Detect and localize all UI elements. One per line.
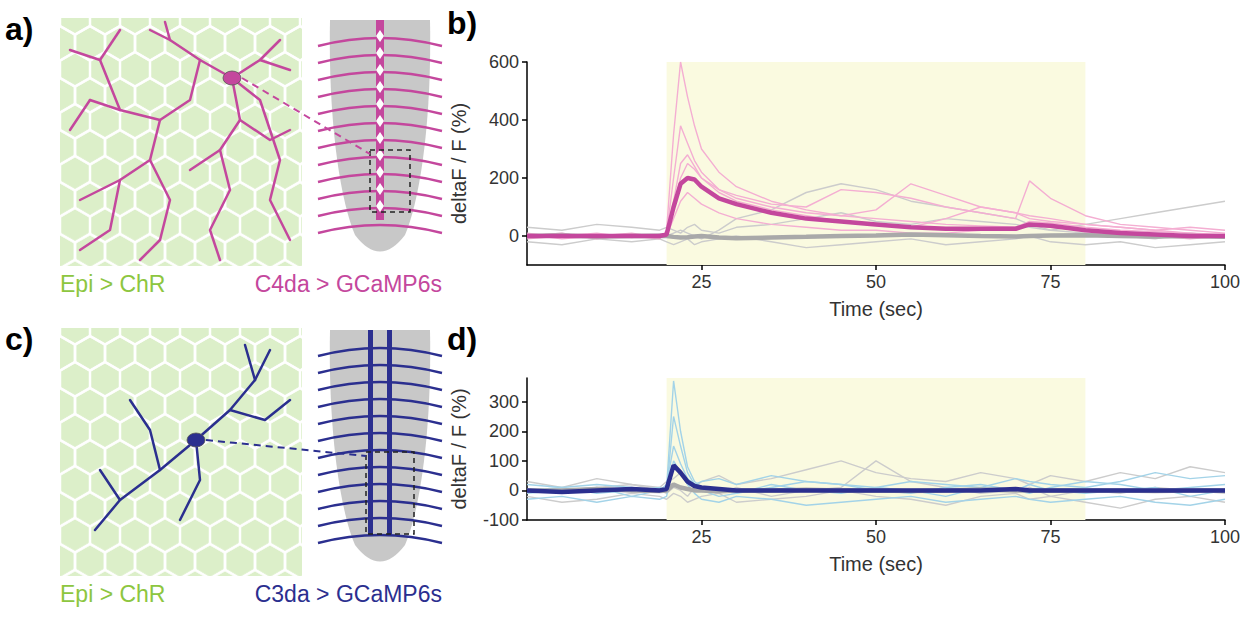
- svg-text:deltaF / F (%): deltaF / F (%): [448, 388, 470, 509]
- svg-text:C4da > GCaMP6s: C4da > GCaMP6s: [255, 271, 442, 297]
- svg-text:600: 600: [489, 52, 519, 72]
- svg-text:a): a): [5, 11, 33, 47]
- svg-text:d): d): [447, 321, 477, 357]
- svg-text:100: 100: [489, 451, 519, 471]
- svg-text:b): b): [447, 5, 477, 41]
- svg-text:0: 0: [509, 480, 519, 500]
- svg-text:200: 200: [489, 168, 519, 188]
- svg-text:25: 25: [691, 527, 711, 547]
- svg-text:Time (sec): Time (sec): [829, 298, 923, 320]
- svg-text:300: 300: [489, 392, 519, 412]
- svg-text:-100: -100: [483, 510, 519, 530]
- svg-text:50: 50: [866, 272, 886, 292]
- svg-text:C3da > GCaMP6s: C3da > GCaMP6s: [255, 581, 442, 607]
- svg-text:100: 100: [1210, 527, 1240, 547]
- svg-text:100: 100: [1210, 272, 1240, 292]
- svg-text:200: 200: [489, 421, 519, 441]
- svg-text:400: 400: [489, 110, 519, 130]
- svg-text:75: 75: [1040, 272, 1060, 292]
- svg-text:Epi > ChR: Epi > ChR: [60, 581, 165, 607]
- svg-text:25: 25: [691, 272, 711, 292]
- svg-text:deltaF / F (%): deltaF / F (%): [448, 103, 470, 224]
- svg-text:50: 50: [866, 527, 886, 547]
- svg-text:c): c): [5, 321, 33, 357]
- svg-text:Epi > ChR: Epi > ChR: [60, 271, 165, 297]
- svg-text:Time (sec): Time (sec): [829, 553, 923, 575]
- svg-text:75: 75: [1040, 527, 1060, 547]
- svg-text:0: 0: [509, 226, 519, 246]
